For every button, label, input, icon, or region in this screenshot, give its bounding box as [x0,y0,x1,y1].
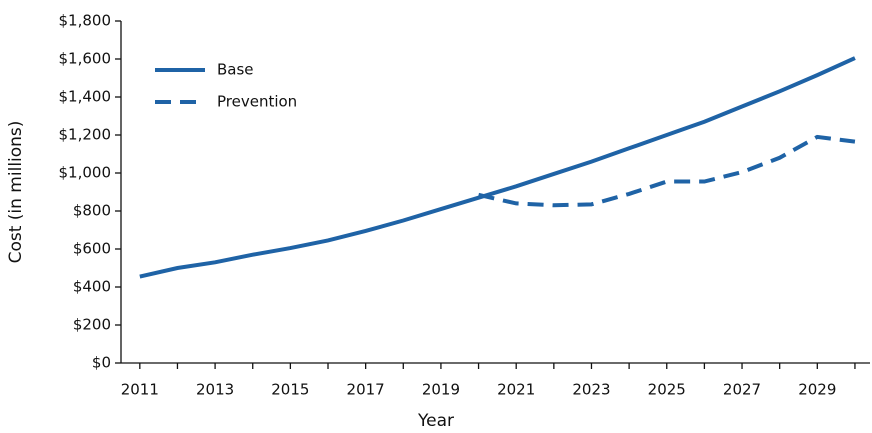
legend-label: Base [217,61,254,79]
y-tick-label: $600 [73,240,111,258]
x-tick-label: 2019 [422,381,460,399]
y-tick-label: $1,000 [59,164,112,182]
line-series [139,56,856,279]
x-axis-label: Year [417,411,454,431]
x-tick-label: 2015 [271,381,309,399]
x-tick-label: 2013 [196,381,234,399]
y-tick-label: $800 [73,202,111,220]
legend-label: Prevention [217,93,297,111]
y-tick-label: $200 [73,316,111,334]
x-tick-label: 2011 [121,381,159,399]
x-tick-label: 2027 [723,381,761,399]
y-tick-label: $1,200 [59,126,112,144]
x-tick-label: 2017 [347,381,385,399]
x-tick-label: 2023 [572,381,610,399]
y-tick-label: $400 [73,278,111,296]
y-axis-label: Cost (in millions) [6,121,26,264]
y-tick-label: $1,400 [59,88,112,106]
x-tick-label: 2029 [798,381,836,399]
y-tick-label: $1,600 [59,50,112,68]
y-tick-label: $0 [92,354,111,372]
line-series [478,134,856,208]
x-tick-label: 2025 [648,381,686,399]
y-tick-label: $1,800 [59,12,112,30]
x-tick-label: 2021 [497,381,535,399]
